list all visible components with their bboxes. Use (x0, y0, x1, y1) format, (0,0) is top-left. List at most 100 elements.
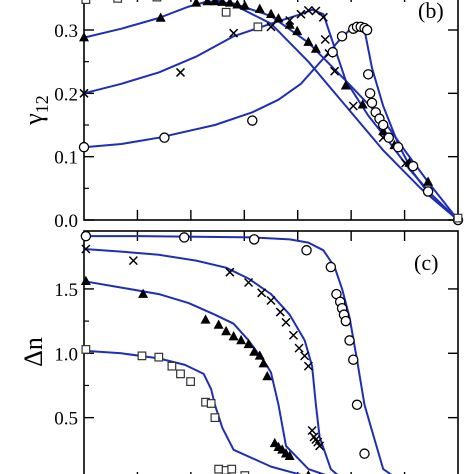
data-point-circle (362, 69, 374, 80)
data-point-triangle (258, 358, 269, 368)
panel-b-lines (83, 0, 459, 221)
data-point-triangle (217, 0, 228, 6)
data-point-triangle (262, 370, 273, 381)
data-point-square (253, 22, 263, 32)
data-point-circle (248, 234, 260, 245)
data-point-circle (359, 448, 370, 459)
data-point-square (453, 213, 463, 223)
data-point-circle (407, 160, 419, 172)
data-point-cross (175, 67, 186, 77)
data-point-cross (320, 34, 330, 45)
panel-b-ytick-label: 0.2 (54, 84, 78, 105)
data-point-triangle (284, 450, 295, 461)
data-point-cross (288, 330, 298, 340)
panel-c-label: (c) (414, 250, 438, 275)
data-point-square (167, 361, 177, 371)
data-point-cross (285, 15, 295, 26)
data-point-cross (311, 6, 321, 16)
data-point-cross (275, 307, 285, 317)
data-point-cross (229, 28, 239, 38)
panel-b-ticks: 0.0 0.1 0.2 0.3 (54, 0, 458, 232)
data-point-cross (300, 351, 310, 361)
data-point-triangle (138, 288, 149, 298)
data-point-triangle (266, 8, 276, 18)
panel-c-ytick-label: 1.0 (54, 344, 78, 365)
data-point-cross (225, 267, 235, 277)
panel-b-markers (78, 0, 464, 226)
data-point-circle (383, 132, 395, 143)
panel-b: 0.0 0.1 0.2 0.3 γ12 (b) (19, 0, 464, 232)
panel-c-ylabel: Δn (19, 337, 48, 367)
data-point-triangle (423, 176, 434, 186)
data-point-triangle (303, 36, 314, 46)
data-point-triangle (80, 275, 91, 285)
data-point-circle (80, 230, 92, 242)
panel-c-frame (83, 230, 459, 474)
data-point-square (81, 345, 91, 354)
data-point-square (221, 7, 231, 17)
data-point-cross (330, 66, 340, 76)
data-point-circle (327, 46, 338, 58)
data-point-cross (348, 101, 358, 111)
data-point-cross (244, 277, 254, 288)
series-line-circle (83, 25, 459, 221)
data-point-circle (392, 141, 404, 153)
data-point-triangle (254, 3, 265, 13)
series-line-square (211, 0, 459, 221)
series-line-cross (83, 8, 459, 221)
data-point-circle (301, 245, 312, 256)
data-point-triangle (243, 338, 254, 349)
data-point-square (214, 464, 224, 474)
data-point-circle (340, 315, 352, 327)
data-point-square (152, 0, 162, 2)
data-point-triangle (224, 0, 235, 7)
data-point-triangle (200, 314, 211, 324)
data-point-triangle (228, 331, 239, 341)
data-point-square (240, 471, 250, 474)
data-point-cross (303, 5, 313, 15)
data-point-triangle (273, 13, 284, 23)
data-point-circle (364, 88, 376, 99)
panel-b-ylabel: γ12 (19, 95, 52, 126)
data-point-triangle (254, 350, 265, 360)
panel-b-ylabel-sub: 12 (32, 95, 52, 113)
series-line-square (83, 349, 302, 474)
panel-b-label: (b) (418, 0, 444, 23)
data-point-circle (422, 186, 434, 197)
data-point-circle (351, 399, 363, 411)
data-point-cross (257, 288, 267, 298)
panel-c: 0.5 1.0 1.5 Δn (c) (19, 230, 459, 474)
data-point-triangle (378, 125, 389, 136)
data-point-square (113, 0, 123, 3)
data-point-circle (348, 354, 359, 365)
data-point-triangle (249, 346, 260, 356)
data-point-triangle (79, 32, 89, 42)
data-point-square (227, 464, 237, 474)
data-point-square (210, 413, 220, 423)
data-point-triangle (310, 43, 321, 53)
series-line-triangle (83, 280, 326, 474)
data-point-triangle (202, 0, 213, 6)
data-point-circle (159, 132, 170, 143)
panel-c-ytick-label: 1.5 (54, 280, 78, 301)
data-point-triangle (155, 12, 166, 22)
data-point-triangle (239, 0, 250, 10)
data-point-cross (315, 441, 325, 451)
data-point-circle (247, 115, 258, 126)
data-point-triangle (191, 0, 202, 7)
data-point-cross (294, 343, 304, 353)
data-point-cross (303, 361, 313, 371)
data-point-cross (266, 22, 276, 32)
panel-b-ytick-label: 0.1 (54, 148, 78, 169)
data-point-cross (266, 295, 276, 306)
data-point-triangle (232, 0, 243, 9)
panel-c-ytick-label: 0.5 (54, 409, 78, 430)
data-point-circle (366, 97, 378, 109)
data-point-triangle (357, 99, 368, 109)
data-point-triangle (209, 0, 220, 6)
data-point-triangle (292, 25, 303, 36)
panel-b-ytick-label: 0.0 (54, 211, 78, 232)
data-point-cross (128, 256, 138, 266)
